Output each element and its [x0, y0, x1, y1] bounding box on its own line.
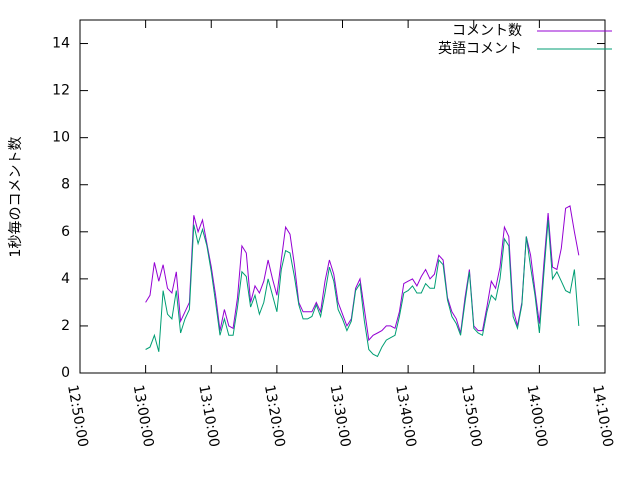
legend-label: コメント数	[452, 23, 522, 39]
y-tick-label: 6	[61, 224, 70, 240]
y-tick-label: 4	[61, 271, 70, 287]
y-tick-label: 2	[61, 318, 70, 334]
x-tick-label: 12:50:00	[64, 384, 91, 449]
x-tick-label: 14:10:00	[589, 384, 616, 449]
x-tick-label: 13:30:00	[327, 384, 354, 449]
series-line	[145, 205, 580, 342]
x-tick-label: 13:40:00	[392, 384, 419, 449]
y-tick-label: 12	[52, 83, 70, 99]
legend-label: 英語コメント	[438, 40, 522, 57]
x-tick-label: 13:00:00	[130, 384, 157, 449]
y-tick-label: 14	[52, 36, 70, 52]
x-tick-label: 14:00:00	[523, 384, 550, 449]
x-tick-label: 13:20:00	[261, 384, 288, 449]
y-tick-label: 8	[61, 177, 70, 193]
series-line	[145, 219, 580, 358]
x-tick-label: 13:10:00	[195, 384, 222, 449]
y-tick-label: 0	[61, 365, 70, 381]
x-tick-label: 13:50:00	[458, 384, 485, 449]
y-axis-label: 1秒毎のコメント数	[8, 137, 24, 258]
y-tick-label: 10	[52, 130, 70, 146]
